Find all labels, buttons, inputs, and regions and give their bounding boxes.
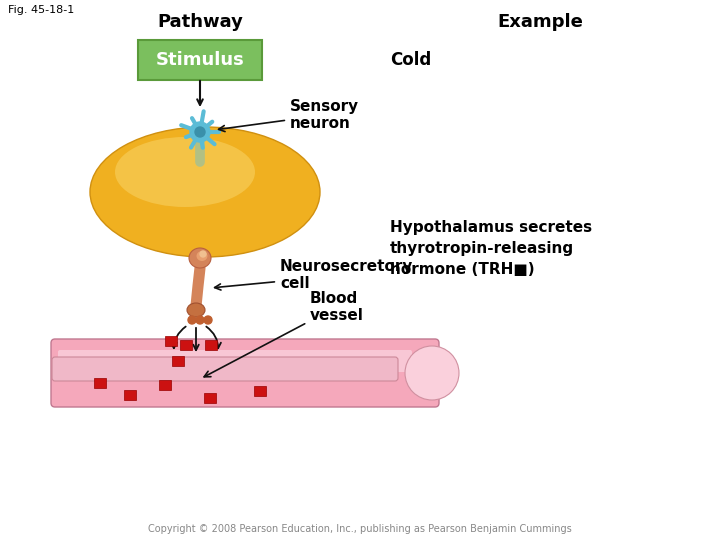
Text: Cold: Cold <box>390 51 431 69</box>
FancyBboxPatch shape <box>254 386 266 396</box>
Circle shape <box>200 251 206 257</box>
FancyBboxPatch shape <box>52 357 398 381</box>
Text: Pathway: Pathway <box>157 13 243 31</box>
Circle shape <box>405 346 459 400</box>
FancyBboxPatch shape <box>204 393 216 403</box>
Circle shape <box>195 127 205 137</box>
FancyBboxPatch shape <box>94 378 106 388</box>
Ellipse shape <box>187 303 205 317</box>
FancyBboxPatch shape <box>165 336 177 346</box>
Text: Hypothalamus secretes
thyrotropin-releasing
hormone (TRH■): Hypothalamus secretes thyrotropin-releas… <box>390 220 592 277</box>
Circle shape <box>188 316 196 324</box>
FancyBboxPatch shape <box>58 350 412 372</box>
FancyBboxPatch shape <box>205 340 217 350</box>
Text: Fig. 45-18-1: Fig. 45-18-1 <box>8 5 74 15</box>
Ellipse shape <box>197 251 207 261</box>
Circle shape <box>204 316 212 324</box>
Circle shape <box>190 122 210 142</box>
FancyBboxPatch shape <box>172 356 184 366</box>
Ellipse shape <box>90 127 320 257</box>
Ellipse shape <box>115 137 255 207</box>
Circle shape <box>196 316 204 324</box>
FancyBboxPatch shape <box>124 390 136 400</box>
FancyBboxPatch shape <box>159 380 171 390</box>
Text: Neurosecretory
cell: Neurosecretory cell <box>215 259 413 291</box>
Text: Stimulus: Stimulus <box>156 51 244 69</box>
Text: Example: Example <box>497 13 583 31</box>
Text: Copyright © 2008 Pearson Education, Inc., publishing as Pearson Benjamin Cumming: Copyright © 2008 Pearson Education, Inc.… <box>148 524 572 534</box>
Text: Sensory
neuron: Sensory neuron <box>219 99 359 132</box>
FancyBboxPatch shape <box>138 40 262 80</box>
Text: Blood
vessel: Blood vessel <box>204 291 364 377</box>
Ellipse shape <box>189 248 211 268</box>
FancyBboxPatch shape <box>51 339 439 407</box>
FancyBboxPatch shape <box>180 340 192 350</box>
